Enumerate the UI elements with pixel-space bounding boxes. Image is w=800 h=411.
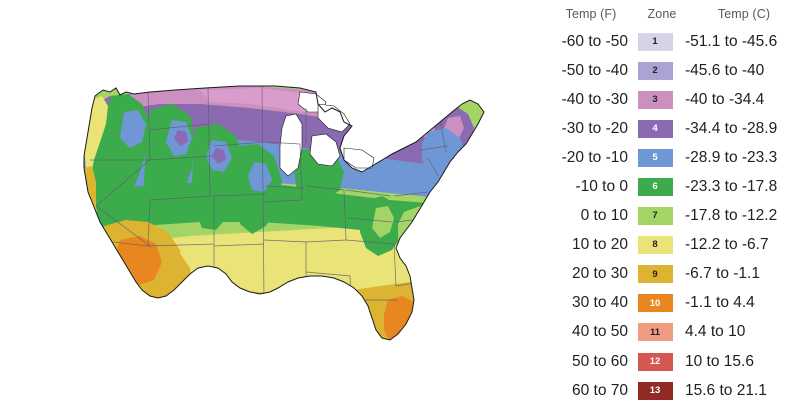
legend-temp-f: -60 to -50 — [561, 32, 628, 50]
legend-zone-cell: 8 — [634, 236, 676, 255]
legend-row: -40 to -30 3 -40 to -34.4 — [524, 85, 800, 114]
legend-temp-c: -6.7 to -1.1 — [685, 265, 760, 283]
legend-zone-cell: 11 — [634, 323, 676, 342]
legend-temp-f: 50 to 60 — [571, 352, 628, 370]
usda-hardiness-map — [83, 85, 485, 341]
zone-color-swatch: 6 — [637, 178, 673, 197]
legend-row: 10 to 20 8 -12.2 to -6.7 — [524, 231, 800, 260]
legend-temp-f: -50 to -40 — [561, 61, 628, 79]
legend-header-row: Temp (F) Zone Temp (C) — [524, 0, 800, 27]
legend-row: -20 to -10 5 -28.9 to -23.3 — [524, 143, 800, 172]
legend-temp-f: 60 to 70 — [571, 381, 628, 399]
map-panel — [83, 85, 485, 341]
legend-rows: -60 to -50 1 -51.1 to -45.6 -50 to -40 2 -45.… — [524, 27, 800, 405]
legend-temp-f: 20 to 30 — [571, 265, 628, 283]
legend-temp-c: -12.2 to -6.7 — [685, 236, 769, 254]
legend-zone-cell: 6 — [634, 178, 676, 197]
legend-temp-c: 4.4 to 10 — [685, 323, 746, 341]
legend-temp-c: -23.3 to -17.8 — [685, 178, 778, 196]
zone-color-swatch: 1 — [637, 32, 673, 51]
zone-color-swatch: 8 — [637, 236, 673, 255]
legend-zone-cell: 13 — [634, 381, 676, 400]
zone-color-swatch: 3 — [637, 90, 673, 109]
legend-zone-cell: 7 — [634, 207, 676, 226]
header-zone: Zone — [647, 7, 677, 21]
legend-temp-f: -10 to 0 — [575, 178, 628, 196]
legend-temp-c: -45.6 to -40 — [685, 61, 765, 79]
legend-temp-c: -17.8 to -12.2 — [685, 207, 778, 225]
map-zone-fills — [84, 86, 484, 340]
legend-zone-cell: 12 — [634, 352, 676, 371]
legend-row: 30 to 40 10 -1.1 to 4.4 — [524, 289, 800, 318]
legend-temp-f: 0 to 10 — [580, 207, 628, 225]
legend-temp-c: -1.1 to 4.4 — [685, 294, 755, 312]
zone-color-swatch: 12 — [637, 352, 673, 371]
legend-temp-c: 15.6 to 21.1 — [685, 381, 767, 399]
zone-legend: Temp (F) Zone Temp (C) -60 to -50 1 -51.1 … — [524, 0, 800, 411]
legend-temp-f: 10 to 20 — [571, 236, 628, 254]
legend-row: -50 to -40 2 -45.6 to -40 — [524, 56, 800, 85]
legend-zone-cell: 10 — [634, 294, 676, 313]
legend-row: 60 to 70 13 15.6 to 21.1 — [524, 376, 800, 405]
legend-row: -60 to -50 1 -51.1 to -45.6 — [524, 27, 800, 56]
legend-zone-cell: 2 — [634, 61, 676, 80]
legend-temp-c: 10 to 15.6 — [685, 352, 754, 370]
legend-row: -10 to 0 6 -23.3 to -17.8 — [524, 172, 800, 201]
zone-color-swatch: 9 — [637, 265, 673, 284]
zone-color-swatch: 10 — [637, 294, 673, 313]
legend-row: -30 to -20 4 -34.4 to -28.9 — [524, 114, 800, 143]
zone-color-swatch: 5 — [637, 148, 673, 167]
legend-temp-c: -40 to -34.4 — [685, 90, 765, 108]
zone-color-swatch: 4 — [637, 119, 673, 138]
legend-row: 20 to 30 9 -6.7 to -1.1 — [524, 260, 800, 289]
legend-zone-cell: 9 — [634, 265, 676, 284]
legend-row: 50 to 60 12 10 to 15.6 — [524, 347, 800, 376]
zone-color-swatch: 13 — [637, 381, 673, 400]
legend-zone-cell: 4 — [634, 119, 676, 138]
zone-color-swatch: 7 — [637, 207, 673, 226]
header-temp-c: Temp (C) — [717, 7, 771, 21]
zone-color-swatch: 2 — [637, 61, 673, 80]
legend-row: 40 to 50 11 4.4 to 10 — [524, 318, 800, 347]
legend-temp-c: -34.4 to -28.9 — [685, 119, 778, 137]
legend-temp-c: -28.9 to -23.3 — [685, 148, 778, 166]
legend-zone-cell: 5 — [634, 148, 676, 167]
legend-temp-f: -40 to -30 — [561, 90, 628, 108]
legend-temp-f: -30 to -20 — [561, 119, 628, 137]
legend-zone-cell: 1 — [634, 32, 676, 51]
zone-color-swatch: 11 — [637, 323, 673, 342]
legend-row: 0 to 10 7 -17.8 to -12.2 — [524, 202, 800, 231]
country-outline — [83, 85, 485, 341]
legend-temp-c: -51.1 to -45.6 — [685, 32, 778, 50]
legend-zone-cell: 3 — [634, 90, 676, 109]
legend-temp-f: -20 to -10 — [561, 148, 628, 166]
header-temp-f: Temp (F) — [565, 7, 617, 21]
legend-temp-f: 40 to 50 — [571, 323, 628, 341]
legend-temp-f: 30 to 40 — [571, 294, 628, 312]
